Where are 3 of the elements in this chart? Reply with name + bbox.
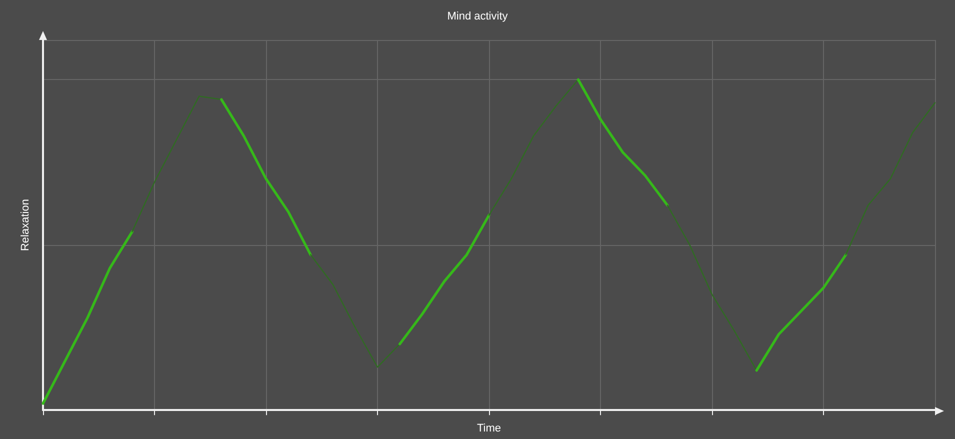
x-axis-title: Time bbox=[476, 422, 502, 434]
chart-title: Mind activity bbox=[447, 10, 508, 22]
y-axis-title: Relaxation bbox=[20, 199, 32, 252]
